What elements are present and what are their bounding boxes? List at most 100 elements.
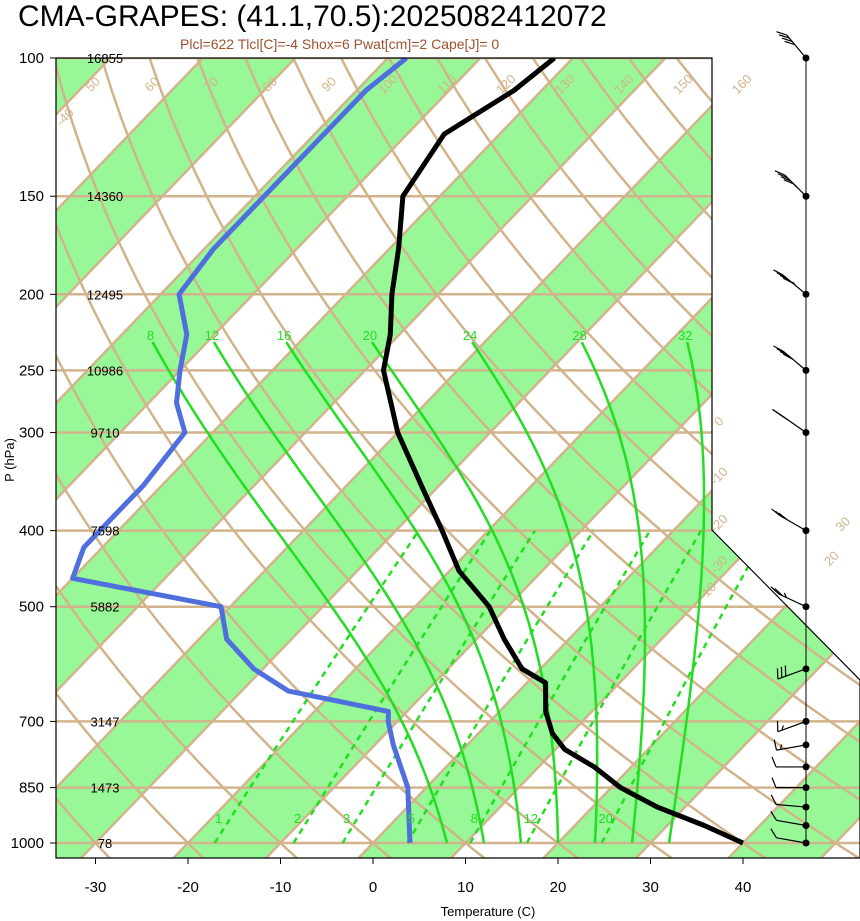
wind-barb-flag: [773, 269, 784, 276]
temperature-line: [381, 58, 745, 846]
temperature-tick-label: 40: [735, 879, 752, 896]
dry-adiabat: [56, 58, 206, 858]
wind-barb-half-flag: [792, 281, 797, 287]
wind-barb-shaft: [782, 350, 807, 371]
dry-adiabat: [395, 58, 860, 858]
isotherm: [56, 58, 740, 858]
height-label: 9710: [91, 426, 120, 441]
mixing-ratio-label: 5: [408, 811, 415, 826]
isotherm: [171, 58, 860, 858]
mixing-ratio-line: [213, 529, 420, 844]
wind-barb-shaft: [776, 837, 807, 844]
wind-barb-flag: [778, 413, 789, 421]
wind-barb-shaft: [777, 668, 807, 680]
wind-barb-flag: [770, 586, 780, 595]
isotherm-band: [56, 58, 369, 858]
isotherm-band: [542, 58, 860, 858]
wind-barb-flag: [776, 31, 787, 36]
dry-adiabat: [260, 58, 860, 858]
mixing-ratio-label: 1: [215, 811, 222, 826]
mixing-ratio-label: 12: [524, 811, 538, 826]
pressure-tick-label: 500: [19, 599, 44, 616]
isotherm-label: 160: [729, 71, 755, 97]
pressure-tick-label: 700: [19, 713, 44, 730]
moist-adiabat: [151, 341, 449, 844]
height-label: 1473: [91, 781, 120, 796]
isotherm-label: 150: [670, 71, 696, 97]
isotherm: [56, 58, 832, 858]
temperature-tick-label: 0: [369, 879, 377, 896]
wind-barb-flag: [782, 277, 793, 284]
mixing-ratio-line: [292, 529, 492, 844]
dry-adiabat: [80, 58, 769, 858]
moist-adiabat-label: 28: [572, 328, 586, 343]
pressure-tick-label: 850: [19, 780, 44, 797]
mixing-ratio-label: 20: [598, 811, 612, 826]
wind-barb-flag: [777, 173, 788, 179]
height-label: 5882: [91, 600, 120, 615]
isotherm-label: -10: [707, 464, 731, 488]
isotherm-label: 90: [318, 74, 339, 95]
dry-adiabat: [305, 58, 860, 858]
wind-barb-flag: [774, 587, 784, 597]
y-axis-label: P (hPa): [2, 438, 17, 482]
height-label: 7598: [91, 524, 120, 539]
height-label: 3147: [91, 714, 120, 729]
wind-barb-flag: [776, 348, 787, 355]
sounding-profiles: [70, 58, 745, 846]
wind-barb-shaft: [778, 593, 807, 608]
height-label: 14360: [87, 189, 123, 204]
temperature-tick-label: -10: [270, 879, 292, 896]
isotherm-label: 20: [821, 548, 842, 569]
wind-barb-flag: [771, 756, 777, 768]
isotherm-band: [56, 58, 554, 858]
pressure-tick-label: 300: [19, 425, 44, 442]
pressure-tick-label: 250: [19, 362, 44, 379]
wind-barb-flag: [776, 272, 787, 279]
dry-adiabat: [56, 58, 112, 858]
wind-barb-flag: [782, 353, 793, 360]
wind-barb-half-flag: [792, 182, 798, 188]
wind-barb-flag: [774, 170, 786, 176]
dry-adiabat: [56, 58, 394, 858]
wind-barb-flag: [770, 828, 777, 839]
wind-barb-flag: [779, 274, 790, 281]
height-label: 78: [98, 836, 112, 851]
isotherm: [56, 58, 555, 858]
wind-barb-flag: [771, 777, 777, 788]
temperature-tick-label: -30: [85, 879, 107, 896]
wind-barb-shaft: [776, 819, 807, 827]
wind-barb-flag: [773, 739, 778, 751]
isotherm: [56, 58, 277, 858]
temperature-tick-label: -20: [177, 879, 199, 896]
wind-barb-flag: [770, 810, 777, 821]
dry-adiabat: [215, 58, 860, 858]
pressure-tick-label: 100: [19, 50, 44, 67]
mixing-ratio-line: [600, 529, 770, 844]
moist-adiabat-label: 32: [678, 328, 692, 343]
temperature-tick-label: 30: [642, 879, 659, 896]
wind-barb-flag: [780, 176, 791, 182]
wind-barb-half-flag: [780, 744, 783, 750]
mixing-ratio-line: [525, 529, 703, 844]
wind-barb-half-flag: [783, 592, 787, 598]
isotherm-band: [56, 58, 739, 858]
wind-barb-flag: [779, 350, 790, 358]
wind-barb-flag: [784, 40, 796, 46]
mixing-ratio-label: 2: [294, 811, 301, 826]
moist-adiabat: [370, 341, 560, 843]
moist-adiabat-label: 24: [463, 328, 477, 343]
moist-adiabat: [212, 341, 486, 844]
isotherm: [633, 58, 860, 858]
chart-title: CMA-GRAPES: (41.1,70.5):2025082412072: [18, 0, 607, 33]
moist-adiabat-label: 8: [147, 328, 154, 343]
wind-barb-flag: [781, 37, 793, 43]
wind-barb-shaft: [776, 744, 807, 751]
temperature-tick-label: 20: [550, 879, 567, 896]
wind-barb-flag: [770, 794, 777, 805]
chart-subtitle: Plcl=622 Tlcl[C]=-4 Shox=6 Pwat[cm]=2 Ca…: [180, 36, 500, 52]
wind-barb-half-flag: [781, 725, 785, 731]
dry-adiabat: [56, 58, 581, 858]
isotherm: [448, 58, 860, 858]
dry-adiabat: [170, 58, 860, 858]
